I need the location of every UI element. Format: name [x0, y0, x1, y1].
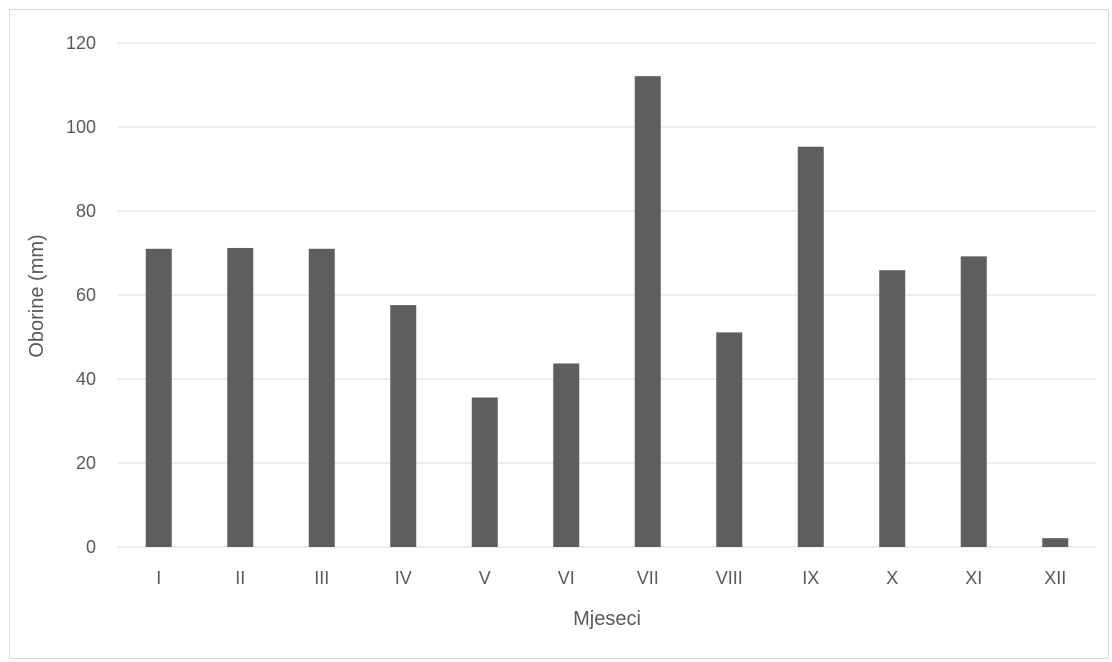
bar-X	[879, 270, 906, 547]
bar-XI	[960, 256, 987, 547]
gridlines	[118, 42, 1096, 548]
bar-XII	[1042, 538, 1069, 547]
x-tick-label: X	[886, 568, 898, 588]
bar-VII	[634, 76, 661, 548]
bar-VI	[553, 363, 580, 547]
x-tick-label: VI	[558, 568, 575, 588]
x-tick-label: XII	[1044, 568, 1066, 588]
y-tick-label: 120	[66, 33, 96, 53]
x-tick-label: IX	[802, 568, 819, 588]
bar-V	[471, 397, 498, 547]
y-tick-label: 40	[76, 369, 96, 389]
y-tick-label: 60	[76, 285, 96, 305]
bar-I	[145, 248, 172, 548]
y-axis-ticks: 0 20 40 60 80 100 120	[66, 33, 96, 557]
x-tick-label: V	[479, 568, 491, 588]
y-axis-title: Oborine (mm)	[26, 234, 48, 357]
x-tick-label: VIII	[716, 568, 743, 588]
y-tick-label: 0	[86, 537, 96, 557]
x-axis-title: Mjeseci	[573, 608, 641, 630]
x-tick-label: VII	[637, 568, 659, 588]
chart-frame	[9, 9, 1109, 659]
y-tick-label: 100	[66, 117, 96, 137]
x-tick-label: I	[156, 568, 161, 588]
bar-III	[308, 248, 335, 548]
y-tick-label: 20	[76, 453, 96, 473]
bar-II	[227, 247, 254, 547]
y-tick-label: 80	[76, 201, 96, 221]
x-tick-label: II	[235, 568, 245, 588]
x-tick-label: IV	[395, 568, 412, 588]
x-tick-label: XI	[965, 568, 982, 588]
bar-IV	[390, 305, 417, 547]
x-tick-label: III	[314, 568, 329, 588]
bar-VIII	[716, 332, 743, 547]
x-axis-ticks: I II III IV V VI VII VIII IX X XI XII	[156, 568, 1066, 588]
bar-IX	[797, 146, 824, 548]
bars	[145, 76, 1069, 548]
